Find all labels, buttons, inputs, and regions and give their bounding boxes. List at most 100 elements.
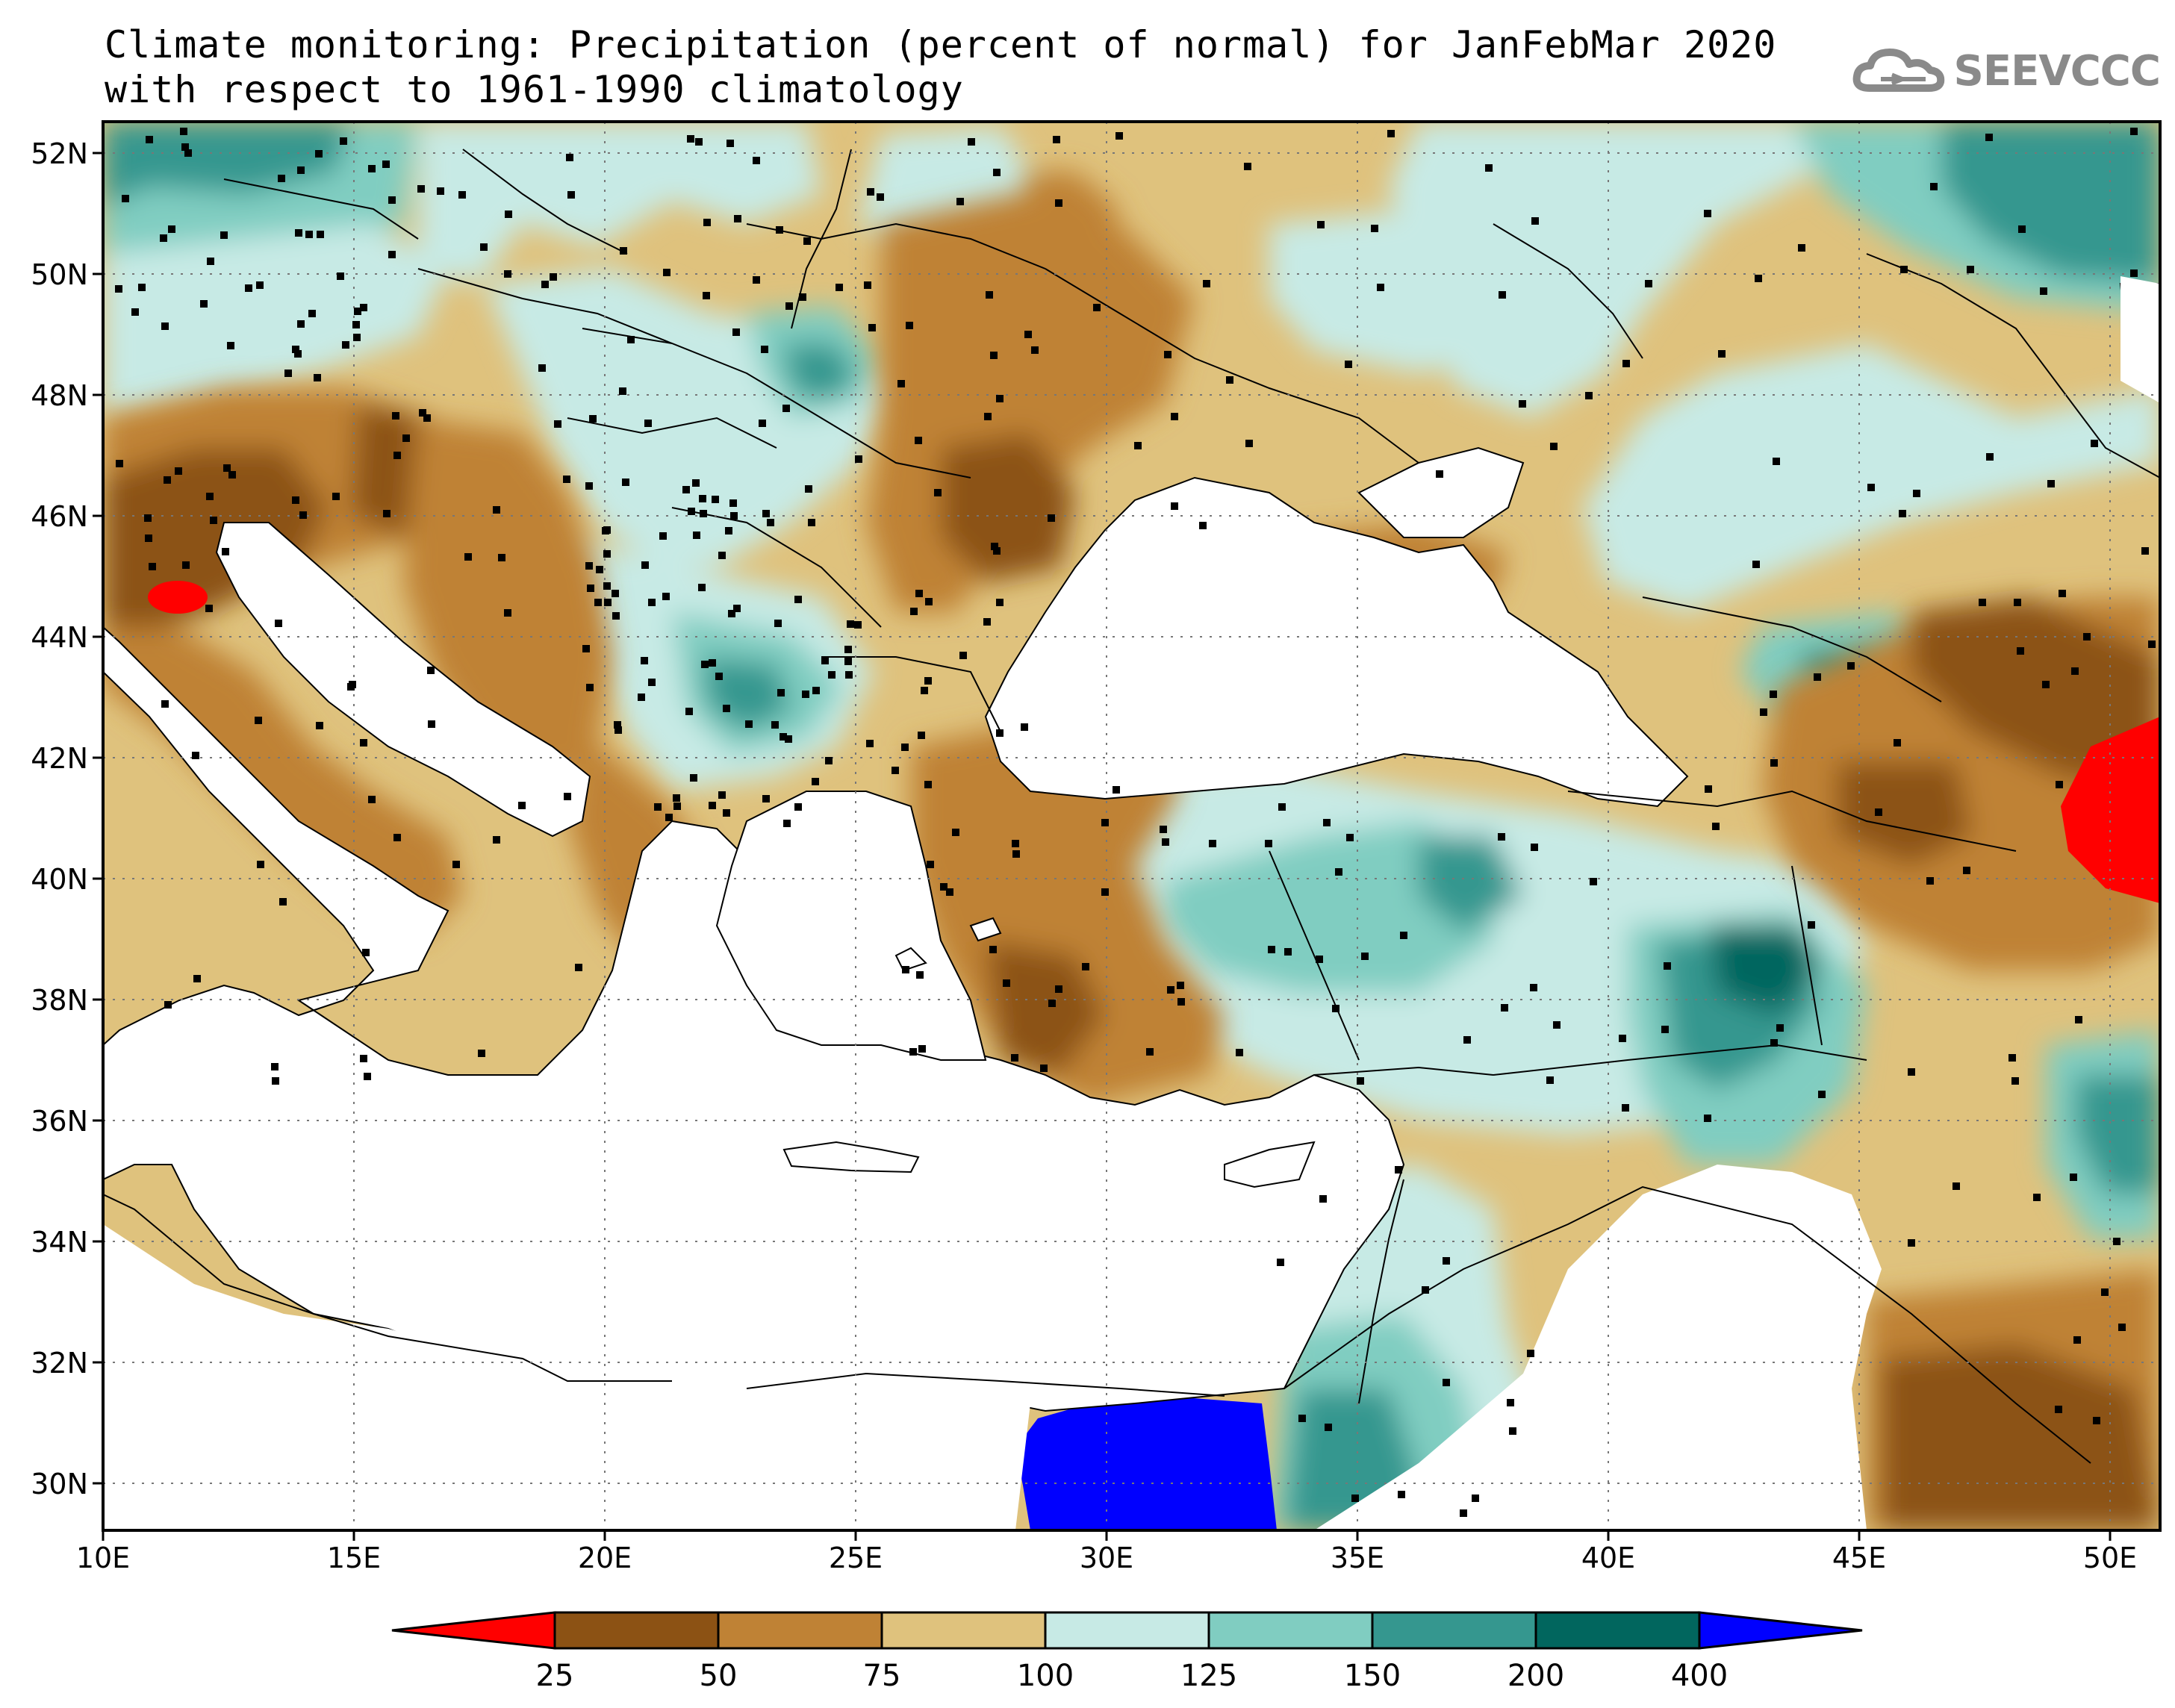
station-marker — [805, 485, 812, 493]
station-marker — [1752, 561, 1760, 568]
station-marker — [419, 409, 426, 417]
station-marker — [278, 175, 285, 182]
station-marker — [1755, 275, 1762, 282]
station-marker — [989, 946, 997, 953]
station-marker — [314, 374, 321, 381]
station-marker — [984, 413, 992, 420]
station-marker — [1705, 785, 1712, 793]
station-marker — [1115, 132, 1123, 140]
station-marker — [2130, 269, 2138, 277]
station-marker — [821, 657, 829, 664]
station-marker — [956, 198, 964, 205]
station-marker — [782, 405, 790, 412]
station-marker — [423, 414, 431, 422]
station-marker — [2018, 225, 2026, 233]
station-marker — [504, 609, 511, 617]
black-sea — [984, 476, 1689, 808]
station-marker — [347, 683, 355, 691]
station-marker — [1053, 136, 1060, 143]
colorbar-box — [553, 1611, 720, 1650]
station-marker — [402, 434, 410, 442]
station-marker — [297, 320, 305, 328]
station-marker — [1664, 962, 1671, 970]
station-marker — [585, 482, 593, 490]
station-marker — [317, 231, 324, 238]
station-marker — [1284, 948, 1292, 956]
station-marker — [844, 658, 852, 665]
station-marker — [1507, 1399, 1514, 1406]
station-marker — [362, 949, 370, 956]
station-marker — [504, 270, 511, 278]
station-marker — [996, 729, 1004, 737]
station-marker — [915, 437, 922, 444]
station-marker — [602, 527, 609, 534]
station-marker — [1963, 867, 1970, 874]
station-marker — [868, 324, 876, 331]
station-marker — [342, 341, 349, 349]
station-marker — [175, 467, 182, 475]
station-marker — [2073, 1336, 2081, 1344]
station-marker — [1704, 210, 1711, 217]
station-marker — [1011, 1054, 1018, 1062]
station-marker — [227, 342, 234, 349]
station-marker — [393, 452, 401, 459]
station-marker — [554, 420, 561, 428]
station-marker — [897, 380, 905, 387]
station-marker — [388, 251, 396, 258]
station-marker — [1760, 708, 1767, 716]
station-marker — [603, 550, 611, 558]
station-marker — [864, 281, 871, 289]
station-marker — [2091, 440, 2098, 447]
station-marker — [1012, 840, 1019, 847]
station-marker — [1509, 1427, 1516, 1435]
station-marker — [1622, 1104, 1629, 1112]
station-marker — [1400, 932, 1407, 939]
station-marker — [718, 552, 726, 559]
map-title: Climate monitoring: Precipitation (perce… — [105, 22, 1776, 112]
station-marker — [538, 364, 546, 372]
station-marker — [627, 336, 635, 343]
station-marker — [794, 596, 802, 603]
colorbar-low-arrow — [391, 1611, 556, 1650]
station-marker — [709, 659, 716, 667]
station-marker — [924, 677, 932, 685]
station-marker — [550, 273, 557, 281]
station-marker — [2083, 633, 2091, 640]
station-marker — [648, 679, 656, 686]
station-marker — [518, 802, 526, 809]
station-marker — [688, 508, 695, 515]
station-marker — [417, 185, 425, 193]
station-marker — [161, 322, 169, 330]
station-marker — [316, 722, 323, 729]
station-marker — [200, 300, 208, 308]
station-marker — [812, 687, 820, 694]
lon-axis: 10E 15E 20E 25E 30E 35E 40E 45E 50E — [76, 1542, 2137, 1574]
title-line-2: with respect to 1961-1990 climatology — [105, 68, 964, 111]
station-marker — [1818, 1091, 1826, 1098]
station-marker — [690, 774, 697, 782]
station-marker — [437, 187, 444, 195]
cloud-icon — [1852, 49, 1944, 92]
station-marker — [1361, 953, 1369, 960]
station-marker — [161, 700, 169, 708]
station-marker — [284, 370, 292, 377]
station-marker — [844, 646, 852, 653]
station-marker — [360, 739, 367, 747]
station-marker — [2040, 287, 2047, 295]
station-marker — [1346, 834, 1354, 841]
station-marker — [305, 231, 313, 238]
station-marker — [808, 519, 815, 526]
station-marker — [1704, 1115, 1711, 1122]
colorbar-label: 125 — [1180, 1659, 1237, 1693]
station-marker — [498, 554, 505, 561]
station-marker — [353, 334, 361, 341]
station-marker — [1798, 244, 1805, 252]
lon-label: 30E — [1080, 1542, 1133, 1574]
seevccc-logo: SEEVCCC — [1851, 45, 2161, 97]
station-marker — [1031, 346, 1039, 354]
station-marker — [160, 234, 167, 242]
station-marker — [927, 861, 934, 868]
station-marker — [1387, 130, 1395, 137]
station-marker — [1323, 819, 1331, 826]
